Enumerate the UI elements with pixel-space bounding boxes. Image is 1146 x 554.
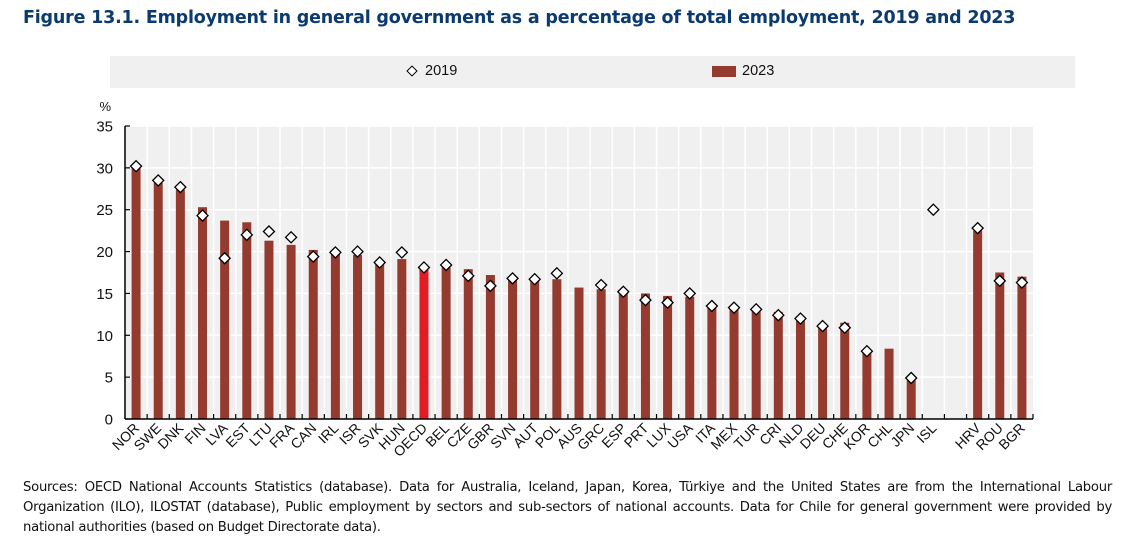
bar-2023-can bbox=[308, 249, 318, 419]
marker-2019-prt bbox=[639, 293, 652, 307]
marker-2019-can bbox=[306, 250, 320, 264]
marker-2019-svn bbox=[506, 271, 519, 285]
bar-2023-svn bbox=[508, 279, 518, 419]
bar-2023-rou bbox=[995, 272, 1005, 419]
marker-2019-cze bbox=[461, 269, 475, 283]
marker-2019-est bbox=[240, 228, 254, 242]
bar-2023-oecd bbox=[419, 269, 429, 419]
legend: 2019 2023 bbox=[110, 56, 1075, 88]
bar-2023-chl bbox=[884, 348, 894, 419]
bar-2023-dnk bbox=[175, 189, 185, 419]
marker-2019-grc bbox=[594, 278, 608, 292]
bar-2023-irl bbox=[330, 251, 340, 419]
y-tick-label: 0 bbox=[105, 412, 113, 429]
bar-2023-ita bbox=[707, 305, 717, 419]
bar-2023-lux bbox=[663, 295, 673, 419]
marker-2019-tur bbox=[749, 302, 763, 316]
y-tick-label: 35 bbox=[96, 119, 113, 136]
y-tick-label: 25 bbox=[96, 202, 113, 219]
marker-2019-lux bbox=[661, 296, 675, 310]
marker-2019-che bbox=[838, 321, 852, 335]
bar-2023-tur bbox=[751, 311, 761, 419]
bar-2023-fin bbox=[198, 207, 208, 419]
marker-2019-swe bbox=[151, 173, 165, 187]
legend-label-2023: 2023 bbox=[742, 63, 775, 79]
marker-2019-gbr bbox=[483, 279, 497, 293]
bar-2023-prt bbox=[640, 293, 650, 419]
marker-2019-deu bbox=[816, 319, 830, 333]
bar-2023-est bbox=[242, 222, 252, 419]
marker-2019-ita bbox=[705, 299, 719, 313]
bar-2023-pol bbox=[552, 279, 562, 419]
bar-2023-cri bbox=[773, 311, 783, 419]
bar-2023-kor bbox=[862, 350, 872, 419]
bar-2023-deu bbox=[818, 323, 828, 419]
bar-2023-nor bbox=[131, 167, 141, 419]
bar-2023-swe bbox=[153, 182, 163, 419]
y-tick-label: 30 bbox=[96, 160, 113, 177]
marker-2019-esp bbox=[616, 285, 630, 299]
bar-2023-ltu bbox=[264, 240, 274, 419]
marker-2019-nld bbox=[794, 312, 807, 325]
marker-2019-svk bbox=[373, 256, 387, 269]
bar-2023-aus bbox=[574, 287, 584, 419]
marker-2019-cri bbox=[771, 308, 785, 322]
marker-2019-oecd bbox=[417, 261, 431, 274]
sources-note: Sources: OECD National Accounts Statisti… bbox=[23, 480, 1112, 535]
y-tick-label: 5 bbox=[105, 370, 113, 387]
legend-item-2019: 2019 bbox=[406, 63, 458, 79]
marker-2019-kor bbox=[860, 344, 874, 358]
marker-2019-dnk bbox=[173, 180, 187, 194]
marker-2019-ltu bbox=[262, 225, 276, 238]
bar-2023-che bbox=[840, 322, 850, 419]
marker-2019-lva bbox=[218, 251, 232, 265]
marker-2019-bgr bbox=[1015, 276, 1029, 289]
marker-2019-hrv bbox=[971, 221, 985, 235]
y-axis-unit-label: % bbox=[99, 99, 111, 114]
marker-2019-fin bbox=[196, 209, 209, 222]
bar-2023-aut bbox=[530, 280, 540, 419]
bar-2023-grc bbox=[596, 289, 606, 419]
bar-2023-cze bbox=[463, 269, 473, 419]
bar-2023-hun bbox=[397, 259, 407, 419]
bar-2023-hrv bbox=[973, 230, 983, 419]
marker-2019-irl bbox=[328, 245, 342, 259]
bar-2023-svk bbox=[375, 261, 385, 419]
x-tick-label-bgr: BGR bbox=[995, 420, 1028, 453]
legend-label-2019: 2019 bbox=[425, 63, 458, 79]
marker-2019-hun bbox=[395, 245, 409, 259]
bar-2023-jpn bbox=[906, 380, 916, 419]
bar-2023-usa bbox=[685, 296, 695, 419]
bar-2023-esp bbox=[618, 291, 628, 419]
chart-title: Figure 13.1. Employment in general gover… bbox=[23, 8, 1016, 28]
bar-2023-mex bbox=[729, 309, 739, 419]
marker-2019-usa bbox=[683, 287, 697, 300]
bar-2023-isr bbox=[353, 254, 363, 419]
marker-2019-pol bbox=[550, 266, 564, 280]
bar-2023-nld bbox=[795, 320, 805, 419]
y-tick-label: 20 bbox=[96, 244, 113, 261]
x-tick-label-usa: USA bbox=[664, 419, 696, 451]
bar-chart: 05101520253035%NORSWEDNKFINLVAESTLTUFRAC… bbox=[96, 99, 1034, 460]
legend-item-2023: 2023 bbox=[712, 63, 774, 79]
bar-2023-lva bbox=[220, 220, 230, 419]
marker-2019-isl bbox=[926, 203, 940, 217]
x-tick-label-isl: ISL bbox=[913, 420, 939, 446]
bar-2023-gbr bbox=[485, 275, 495, 419]
marker-2019-nor bbox=[129, 159, 143, 173]
bar-2023-fra bbox=[286, 244, 296, 419]
marker-2019-aut bbox=[528, 272, 542, 286]
x-tick-label-irl: IRL bbox=[315, 420, 342, 447]
y-tick-label: 10 bbox=[96, 328, 113, 345]
y-tick-label: 15 bbox=[96, 286, 113, 303]
marker-2019-fra bbox=[284, 230, 298, 244]
marker-2019-isr bbox=[351, 245, 364, 258]
bar-swatch-icon bbox=[712, 65, 736, 77]
marker-2019-rou bbox=[993, 274, 1007, 288]
bar-2023-bgr bbox=[1017, 276, 1027, 419]
marker-2019-mex bbox=[727, 301, 741, 315]
bar-2023-bel bbox=[441, 267, 451, 419]
marker-2019-bel bbox=[439, 258, 453, 272]
marker-2019-jpn bbox=[904, 371, 918, 385]
